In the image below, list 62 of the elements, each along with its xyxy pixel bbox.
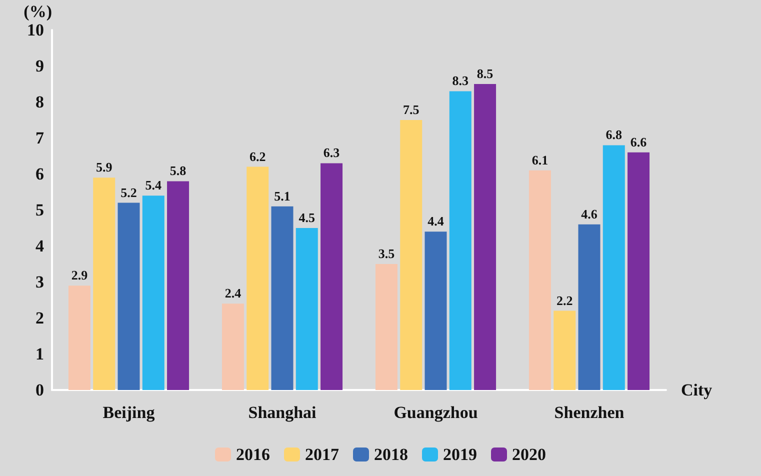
data-label: 6.3 xyxy=(323,145,340,160)
data-label: 6.8 xyxy=(606,127,623,142)
bar xyxy=(474,84,496,390)
bar xyxy=(222,304,244,390)
data-label: 4.6 xyxy=(581,206,598,222)
data-label: 5.9 xyxy=(96,160,113,175)
data-label: 7.5 xyxy=(402,102,420,117)
data-label: 6.6 xyxy=(630,134,648,150)
bar xyxy=(400,120,422,390)
bar xyxy=(246,166,269,390)
bar xyxy=(142,196,164,390)
data-label: 5.4 xyxy=(145,178,162,193)
x-tick-label: Beijing xyxy=(102,403,156,422)
data-label: 5.2 xyxy=(120,184,137,200)
data-label: 2.4 xyxy=(224,286,242,301)
bar xyxy=(167,181,190,390)
y-tick-label: 7 xyxy=(36,128,44,148)
y-tick-label: 9 xyxy=(36,56,44,76)
bar xyxy=(628,152,650,390)
x-tick-label: Shenzhen xyxy=(554,403,625,422)
legend-label: 2017 xyxy=(305,445,340,464)
bar xyxy=(424,232,447,390)
bar xyxy=(578,224,600,390)
data-label: 4.4 xyxy=(428,214,444,229)
bar xyxy=(449,91,472,390)
y-tick-label: 0 xyxy=(36,380,44,400)
data-label: 3.5 xyxy=(378,246,396,261)
legend-label: 2019 xyxy=(443,445,477,464)
y-tick-label: 8 xyxy=(36,92,44,112)
bar xyxy=(375,264,398,390)
data-label: 8.3 xyxy=(452,73,470,88)
data-label: 5.8 xyxy=(170,163,187,178)
data-label: 4.5 xyxy=(298,210,316,225)
data-label: 8.5 xyxy=(476,66,494,81)
bar xyxy=(271,206,294,390)
y-tick-label: 4 xyxy=(36,236,44,256)
y-tick-label: 10 xyxy=(27,20,44,40)
data-label: 5.1 xyxy=(274,188,290,204)
y-tick-label: 6 xyxy=(36,164,44,184)
bar xyxy=(602,145,625,390)
bar xyxy=(554,310,576,390)
data-label: 2.2 xyxy=(556,292,573,308)
bar xyxy=(68,286,90,390)
x-tick-label: Shanghai xyxy=(248,403,317,422)
data-label: 2.9 xyxy=(71,268,88,283)
bar xyxy=(118,202,140,390)
legend-label: 2020 xyxy=(512,445,546,464)
bar xyxy=(296,228,318,390)
y-tick-label: 2 xyxy=(36,308,44,328)
y-tick-label: 1 xyxy=(36,344,44,364)
y-axis-title: (%) xyxy=(24,2,52,21)
bar xyxy=(320,163,343,390)
x-tick-label: Guangzhou xyxy=(394,403,478,422)
y-tick-label: 5 xyxy=(36,200,44,220)
data-label: 6.1 xyxy=(532,152,548,168)
x-axis-title: City xyxy=(681,380,713,400)
data-label: 6.2 xyxy=(249,148,266,164)
bar xyxy=(528,170,551,390)
legend-label: 2016 xyxy=(236,445,270,464)
y-tick-label: 3 xyxy=(36,272,44,292)
bar xyxy=(93,178,116,390)
legend-label: 2018 xyxy=(374,445,408,464)
